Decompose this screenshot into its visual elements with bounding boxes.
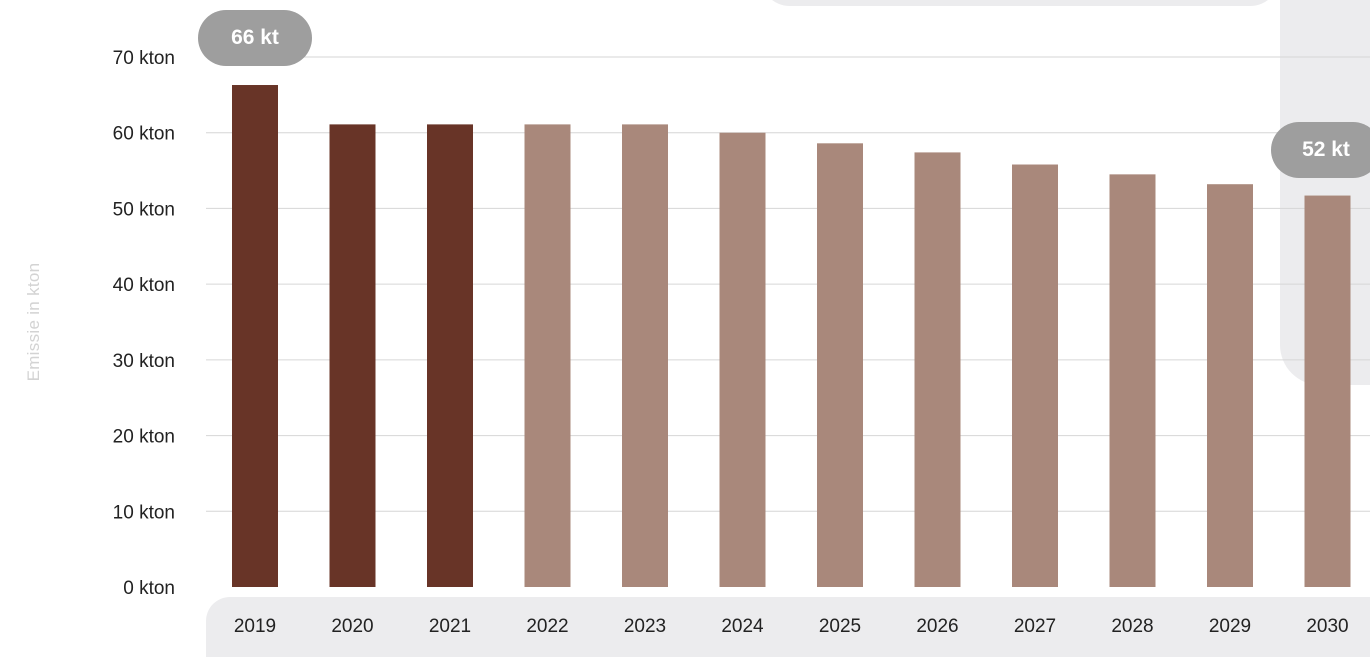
bar-2020 xyxy=(329,124,376,587)
callout-first-value: 66 kt xyxy=(198,10,312,66)
x-tick-label: 2025 xyxy=(819,616,861,637)
bar-2024 xyxy=(719,132,766,587)
bar-2022 xyxy=(524,124,571,587)
x-tick-label: 2028 xyxy=(1111,616,1153,637)
y-tick-label: 60 kton xyxy=(113,124,175,145)
x-tick-label: 2020 xyxy=(331,616,373,637)
bar-2023 xyxy=(622,124,668,587)
y-axis-label: Emissie in kton xyxy=(24,262,43,382)
y-tick-label: 0 kton xyxy=(123,578,175,599)
x-tick-label: 2030 xyxy=(1306,616,1348,637)
emissions-chart: 0 kton 10 kton 20 kton 30 kton 40 kton 50 kto… xyxy=(24,0,1370,657)
bar-2019 xyxy=(232,85,278,587)
bar-2029 xyxy=(1207,184,1253,587)
x-tick-label: 2026 xyxy=(916,616,958,637)
x-tick-label: 2022 xyxy=(526,616,568,637)
x-tick-label: 2029 xyxy=(1209,616,1251,637)
x-tick-label: 2019 xyxy=(234,616,276,637)
bar-2025 xyxy=(817,143,863,588)
x-tick-label: 2023 xyxy=(624,616,666,637)
y-tick-label: 50 kton xyxy=(113,199,175,220)
bar-2026 xyxy=(914,152,961,587)
x-tick-label: 2027 xyxy=(1014,616,1056,637)
y-tick-label: 40 kton xyxy=(113,275,175,296)
callout-last-value: 52 kt xyxy=(1271,122,1370,178)
bar-2030 xyxy=(1304,195,1351,588)
chart-plot: 0 kton 10 kton 20 kton 30 kton 40 kton 50 kto… xyxy=(113,48,1370,637)
bar-2021 xyxy=(427,124,473,587)
x-tick-label: 2024 xyxy=(721,616,764,637)
y-tick-label: 10 kton xyxy=(113,502,175,523)
x-tick-label: 2021 xyxy=(429,616,471,637)
y-tick-label: 70 kton xyxy=(113,48,175,69)
bar-2027 xyxy=(1012,164,1058,587)
bar-2028 xyxy=(1109,174,1156,587)
y-tick-label: 30 kton xyxy=(113,351,175,372)
y-tick-label: 20 kton xyxy=(113,427,175,448)
background-panel-top xyxy=(760,0,1280,6)
